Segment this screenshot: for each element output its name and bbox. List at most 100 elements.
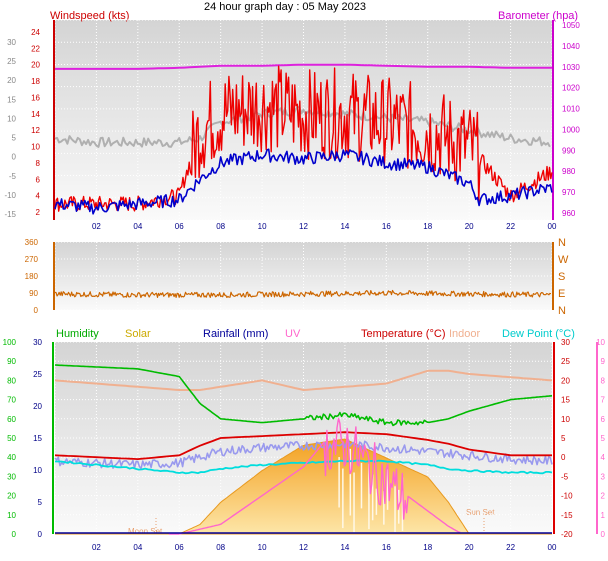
- rainfall-tick-label: 0: [38, 530, 43, 539]
- panel1-x-tick-label: 00: [548, 222, 557, 231]
- direction-tick-label: 360: [25, 238, 39, 247]
- windspeed-outer-tick-label: 25: [7, 57, 16, 66]
- temperature-tick-label: 5: [561, 434, 566, 443]
- uv-tick-label: 5: [601, 434, 606, 443]
- windspeed-tick-label: 14: [31, 110, 40, 119]
- rainfall-tick-label: 30: [33, 338, 42, 347]
- barometer-tick-label: 1040: [562, 42, 580, 51]
- panel1-x-tick-label: 16: [382, 222, 391, 231]
- temperature-tick-label: 15: [561, 396, 570, 405]
- barometer-tick-label: 970: [562, 188, 576, 197]
- panel3-x-tick-label: 04: [133, 543, 142, 552]
- humidity-tick-label: 40: [7, 453, 16, 462]
- temperature-tick-label: -5: [561, 472, 569, 481]
- barometer-tick-label: 960: [562, 209, 576, 218]
- uv-series-line: [168, 417, 461, 535]
- windspeed-outer-tick-label: 5: [12, 134, 17, 143]
- legend-indoor: Indoor: [449, 328, 481, 340]
- panel1-x-tick-label: 02: [92, 222, 101, 231]
- panel3-x-tick-label: 12: [299, 543, 308, 552]
- windspeed-tick-label: 22: [31, 44, 40, 53]
- windspeed-outer-tick-label: -10: [4, 191, 16, 200]
- panel3-x-tick-label: 02: [92, 543, 101, 552]
- barometer-tick-label: 990: [562, 146, 576, 155]
- temperature-tick-label: 25: [561, 357, 570, 366]
- temperature-tick-label: 30: [561, 338, 570, 347]
- windspeed-tick-label: 4: [36, 192, 41, 201]
- windspeed-outer-tick-label: 15: [7, 95, 16, 104]
- windspeed-tick-label: 18: [31, 77, 40, 86]
- uv-tick-label: 10: [596, 338, 605, 347]
- temperature-tick-label: -20: [561, 530, 573, 539]
- direction-compass-label: W: [558, 254, 569, 266]
- direction-tick-label: 0: [34, 306, 39, 315]
- uv-tick-label: 0: [601, 530, 606, 539]
- chart-title: 24 hour graph day : 05 May 2023: [204, 1, 366, 13]
- barometer-series-line: [55, 63, 552, 70]
- windspeed-outer-tick-label: 10: [7, 114, 16, 123]
- direction-compass-label: N: [558, 305, 566, 317]
- sun-set-label: Sun Set: [466, 508, 495, 517]
- panel3-x-tick-label: 22: [506, 543, 515, 552]
- barometer-tick-label: 1020: [562, 84, 580, 93]
- moon-set-label: Moon Set: [128, 527, 163, 536]
- panel3-x-tick-label: 18: [423, 543, 432, 552]
- barometer-tick-label: 1000: [562, 125, 580, 134]
- humidity-tick-label: 10: [7, 511, 16, 520]
- humidity-tick-label: 0: [12, 530, 17, 539]
- barometer-tick-label: 1050: [562, 21, 580, 30]
- rainfall-tick-label: 10: [33, 466, 42, 475]
- rainfall-tick-label: 15: [33, 434, 42, 443]
- panel3-x-tick-label: 16: [382, 543, 391, 552]
- dewpoint-series-line: [55, 459, 553, 475]
- uv-tick-label: 4: [601, 453, 606, 462]
- panel3-x-tick-label: 20: [465, 543, 474, 552]
- panel3-x-tick-label: 14: [340, 543, 349, 552]
- temperature-tick-label: -10: [561, 492, 573, 501]
- panel1-x-tick-label: 20: [465, 222, 474, 231]
- direction-compass-label: E: [558, 288, 565, 300]
- panel1-x-tick-label: 04: [133, 222, 142, 231]
- uv-tick-label: 3: [601, 472, 606, 481]
- direction-tick-label: 180: [25, 272, 39, 281]
- panel1-x-tick-label: 12: [299, 222, 308, 231]
- panel1-x-tick-label: 08: [216, 222, 225, 231]
- temperature-tick-label: 0: [561, 453, 566, 462]
- uv-tick-label: 8: [601, 376, 606, 385]
- panel3-x-tick-label: 06: [175, 543, 184, 552]
- panel1-x-tick-label: 06: [175, 222, 184, 231]
- windspeed-tick-label: 8: [36, 159, 41, 168]
- temperature-tick-label: 10: [561, 415, 570, 424]
- rainfall-tick-label: 20: [33, 402, 42, 411]
- rainfall-tick-label: 5: [38, 498, 43, 507]
- barometer-tick-label: 980: [562, 167, 576, 176]
- windspeed-tick-label: 2: [36, 208, 41, 217]
- panel1-x-tick-label: 22: [506, 222, 515, 231]
- humidity-tick-label: 80: [7, 376, 16, 385]
- windspeed-tick-label: 10: [31, 143, 40, 152]
- windspeed-outer-tick-label: 30: [7, 38, 16, 47]
- barometer-tick-label: 1030: [562, 63, 580, 72]
- windspeed-tick-label: 16: [31, 93, 40, 102]
- barometer-tick-label: 1010: [562, 105, 580, 114]
- barometer-axis-title: Barometer (hpa): [498, 10, 578, 22]
- temperature-tick-label: 20: [561, 376, 570, 385]
- legend-solar: Solar: [125, 328, 151, 340]
- humidity-tick-label: 100: [3, 338, 17, 347]
- panel3-x-tick-label: 08: [216, 543, 225, 552]
- rainfall-tick-label: 25: [33, 370, 42, 379]
- apparent-series-line: [54, 438, 553, 470]
- windspeed-tick-label: 24: [31, 28, 40, 37]
- panel1-x-tick-label: 14: [340, 222, 349, 231]
- windspeed-outer-tick-label: -5: [9, 172, 17, 181]
- panel1-x-tick-label: 10: [258, 222, 267, 231]
- legend-temperature: Temperature (°C): [361, 328, 445, 340]
- panel3-x-tick-label: 10: [258, 543, 267, 552]
- humidity-tick-label: 90: [7, 357, 16, 366]
- wind-average-series-line: [54, 148, 553, 215]
- uv-tick-label: 9: [601, 357, 606, 366]
- windspeed-tick-label: 20: [31, 61, 40, 70]
- windspeed-axis-title: Windspeed (kts): [50, 10, 129, 22]
- windspeed-outer-tick-label: 20: [7, 76, 16, 85]
